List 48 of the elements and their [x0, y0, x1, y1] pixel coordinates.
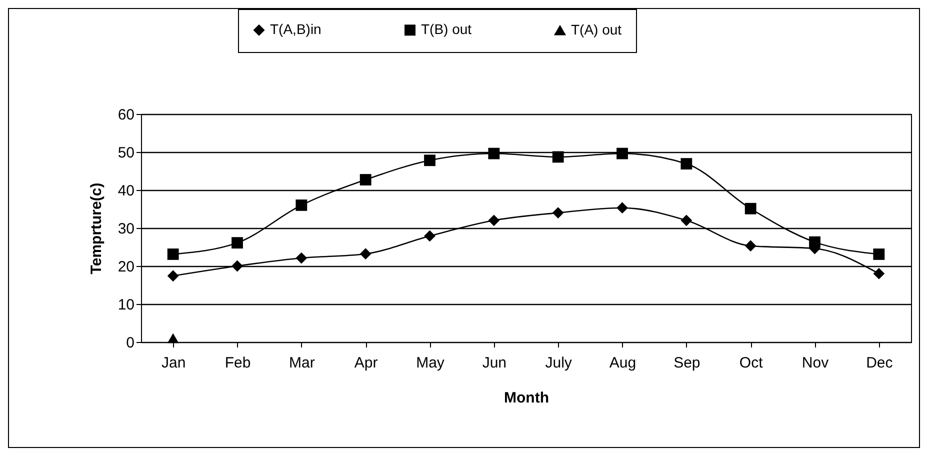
point: [296, 200, 308, 211]
y-tick-label: 20: [118, 258, 134, 276]
y-axis-title: Temprture(c): [88, 182, 105, 274]
point: [488, 148, 500, 160]
x-tick-label: Jan: [161, 354, 186, 372]
point: [809, 236, 820, 248]
y-tick-label: 0: [126, 334, 134, 352]
point: [296, 252, 308, 264]
y-tick-label: 40: [118, 182, 134, 200]
x-tick-label: Jun: [482, 354, 507, 372]
x-tick-label: Dec: [866, 354, 894, 372]
point: [616, 202, 628, 214]
legend-label: T(B) out: [421, 21, 472, 38]
point: [167, 333, 179, 344]
point: [167, 270, 179, 282]
point: [360, 248, 372, 260]
point: [424, 230, 436, 242]
point: [873, 248, 885, 260]
point: [488, 214, 500, 226]
point: [744, 240, 756, 252]
point: [232, 237, 243, 249]
point: [616, 148, 628, 160]
x-tick-label: Sep: [674, 354, 700, 372]
point: [680, 158, 692, 170]
x-tick-label: Nov: [802, 354, 830, 372]
y-tick-label: 30: [118, 220, 134, 238]
point: [680, 214, 692, 226]
x-tick-label: Oct: [739, 354, 764, 372]
point: [744, 202, 756, 214]
y-tick-label: 10: [118, 296, 134, 314]
point: [552, 207, 564, 218]
y-tick-label: 60: [118, 106, 134, 124]
x-tick-label: Apr: [354, 354, 378, 372]
x-tick-label: May: [416, 354, 445, 372]
point: [552, 151, 564, 163]
point: [873, 268, 885, 280]
x-tick-label: July: [545, 354, 572, 372]
y-tick-label: 50: [118, 144, 134, 162]
point: [360, 174, 372, 186]
x-axis-title: Month: [504, 390, 549, 406]
legend-label: T(A) out: [571, 21, 622, 38]
legend-label: T(A,B)in: [270, 21, 322, 38]
x-tick-label: Aug: [609, 354, 636, 372]
point: [167, 248, 179, 260]
point: [232, 260, 243, 272]
x-tick-label: Mar: [288, 354, 315, 372]
point: [424, 154, 436, 166]
x-tick-label: Feb: [224, 354, 251, 372]
